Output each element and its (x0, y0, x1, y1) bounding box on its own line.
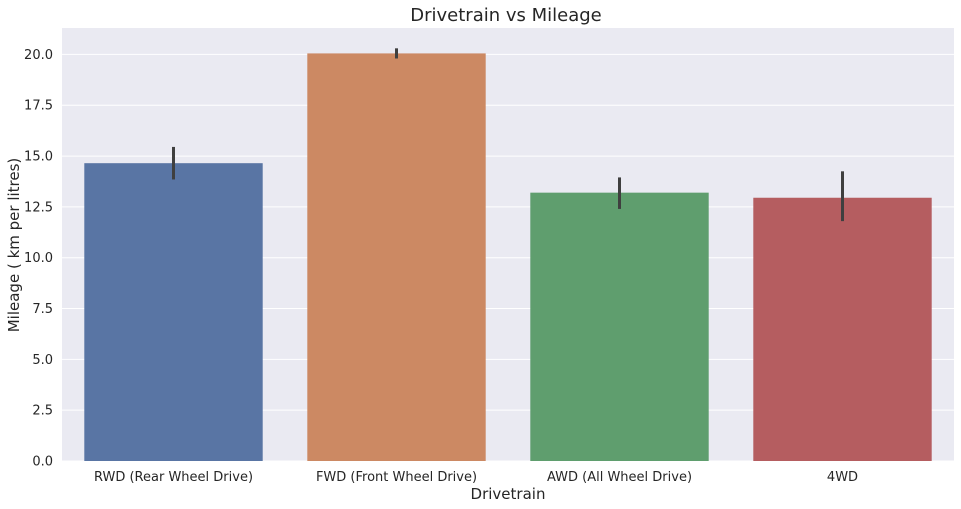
y-tick-label: 5.0 (32, 353, 53, 368)
bars (84, 53, 932, 462)
y-tick-label: 17.5 (24, 99, 53, 114)
error-bars (172, 48, 844, 222)
x-tick-label: RWD (Rear Wheel Drive) (94, 470, 253, 485)
y-tick-label: 15.0 (24, 150, 53, 165)
y-tick-label: 20.0 (24, 48, 53, 63)
y-axis-label: Mileage ( km per litres) (5, 158, 23, 333)
y-tick-label: 12.5 (24, 200, 53, 215)
bar-4 (753, 197, 932, 461)
x-axis-label: Drivetrain (471, 485, 546, 503)
y-tick-label: 0.0 (32, 455, 53, 470)
y-tick-labels: 0.0 2.5 5.0 7.5 10.0 12.5 15.0 17.5 20.0 (24, 48, 53, 470)
x-tick-label: FWD (Front Wheel Drive) (316, 470, 477, 485)
x-tick-label: AWD (All Wheel Drive) (547, 470, 692, 485)
x-tick-labels: RWD (Rear Wheel Drive) FWD (Front Wheel D… (94, 470, 858, 485)
x-tick-label: 4WD (827, 470, 858, 485)
bar-1 (84, 163, 263, 462)
bar-3 (530, 192, 709, 461)
bar-2 (307, 53, 486, 461)
y-tick-label: 2.5 (32, 404, 53, 419)
y-tick-label: 10.0 (24, 251, 53, 266)
chart-title: Drivetrain vs Mileage (410, 5, 602, 26)
y-tick-label: 7.5 (32, 302, 53, 317)
